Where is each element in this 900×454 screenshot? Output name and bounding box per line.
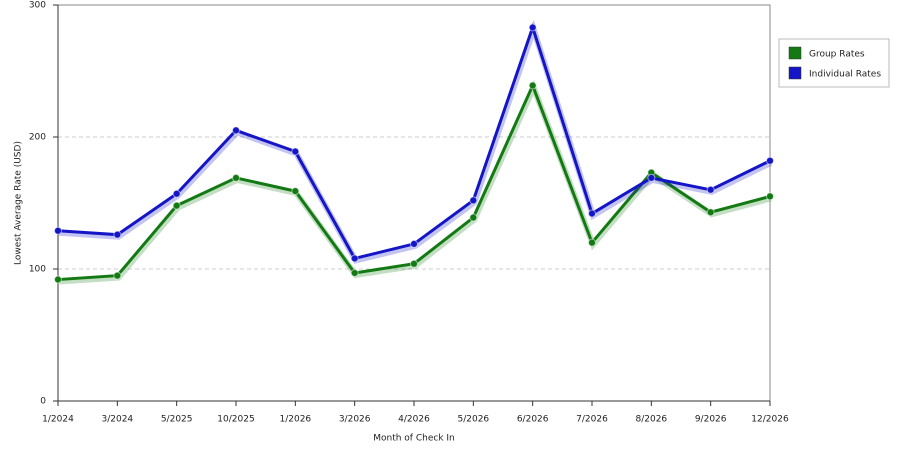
x-tick-label: 5/2025 (161, 415, 193, 425)
x-tick-label: 5/2026 (457, 415, 489, 425)
point (172, 201, 181, 210)
legend-box (778, 38, 890, 88)
x-tick-label: 1/2024 (42, 415, 74, 425)
x-tick-label: 3/2026 (339, 415, 371, 425)
legend-swatch (788, 66, 802, 80)
x-tick-label: 3/2024 (101, 415, 133, 425)
point (588, 238, 596, 247)
x-axis-label: Month of Check In (373, 434, 455, 444)
point (410, 259, 418, 268)
x-tick-label: 7/2026 (576, 415, 608, 425)
x-tick-label: 8/2026 (635, 415, 667, 425)
x-tick-label: 6/2026 (517, 415, 549, 425)
point (54, 226, 62, 235)
point (350, 268, 359, 277)
y-axis-label: Lowest Average Rate (USD) (14, 141, 24, 265)
y-tick-label: 100 (29, 265, 46, 275)
x-tick-label: 10/2025 (217, 415, 254, 425)
point (113, 230, 122, 239)
point (706, 208, 715, 217)
legend-label: Individual Rates (809, 70, 881, 80)
legend-swatch (788, 46, 802, 60)
point (54, 275, 62, 284)
point (172, 189, 181, 198)
y-tick-label: 0 (40, 397, 46, 407)
point (766, 192, 774, 201)
y-tick-label: 300 (29, 1, 46, 11)
point (766, 156, 774, 165)
point (528, 23, 537, 32)
x-tick-label: 9/2026 (695, 415, 727, 425)
point (350, 254, 359, 263)
point (232, 126, 240, 135)
point (588, 209, 596, 218)
point (410, 239, 418, 248)
legend-label: Group Rates (809, 50, 865, 60)
point (647, 173, 656, 182)
x-tick-label: 1/2026 (279, 415, 311, 425)
point (291, 187, 300, 196)
x-tick-label: 12/2026 (751, 415, 789, 425)
point (706, 185, 715, 194)
point (291, 147, 300, 156)
point (528, 81, 537, 90)
point (469, 196, 478, 205)
point (469, 213, 478, 222)
point (113, 271, 122, 280)
y-tick-label: 200 (29, 133, 46, 143)
point (232, 173, 240, 182)
x-tick-label: 4/2026 (398, 415, 430, 425)
